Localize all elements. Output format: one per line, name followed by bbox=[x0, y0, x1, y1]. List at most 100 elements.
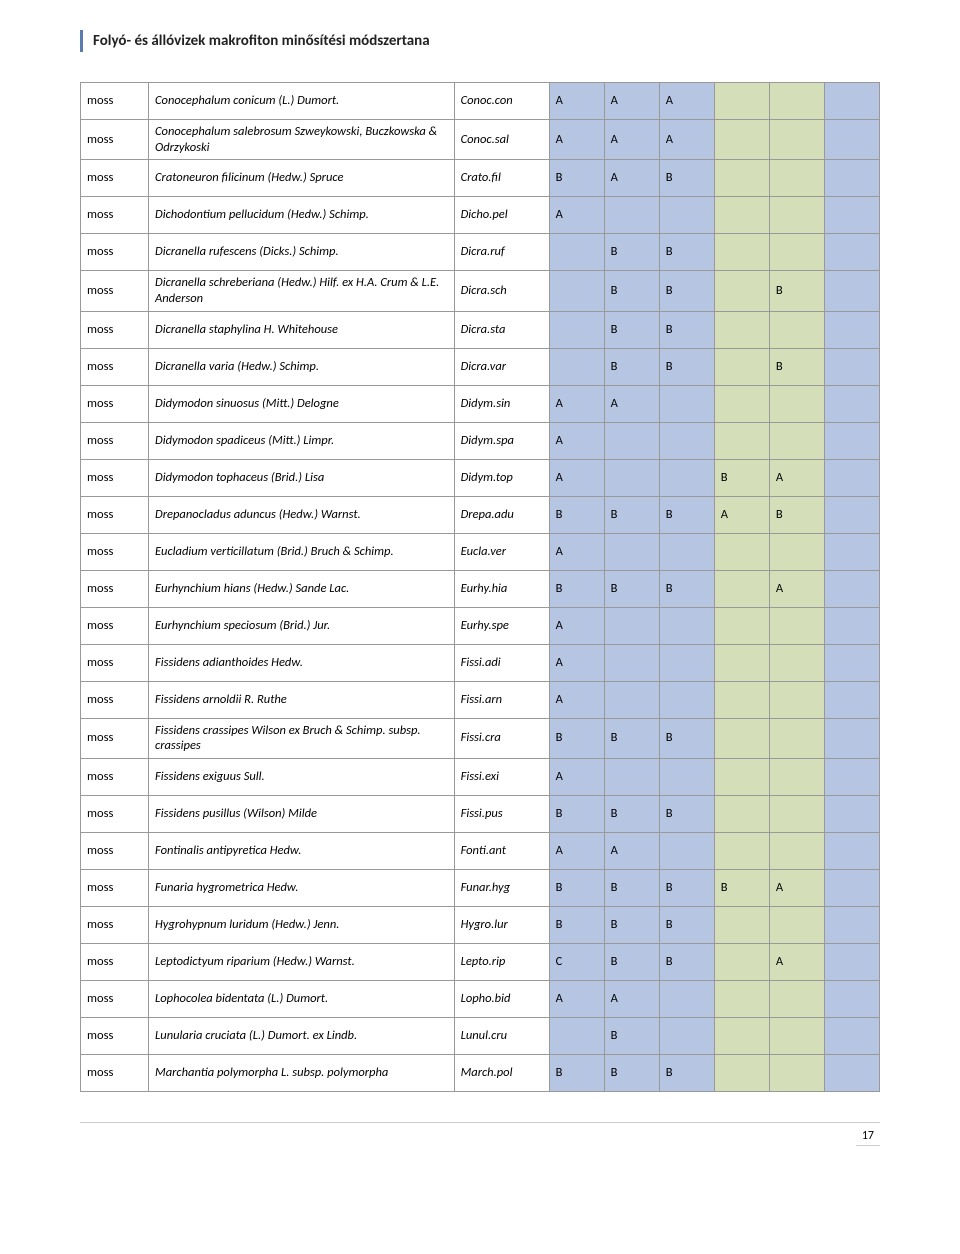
cell-value bbox=[769, 607, 824, 644]
cell-name: Fissidens crassipes Wilson ex Bruch & Sc… bbox=[149, 718, 455, 758]
cell-value bbox=[714, 160, 769, 197]
cell-value bbox=[604, 197, 659, 234]
cell-value bbox=[769, 644, 824, 681]
cell-type: moss bbox=[81, 906, 149, 943]
cell-value bbox=[769, 385, 824, 422]
cell-code: Dicra.var bbox=[454, 348, 549, 385]
cell-value bbox=[824, 869, 879, 906]
cell-type: moss bbox=[81, 459, 149, 496]
cell-type: moss bbox=[81, 234, 149, 271]
cell-value: A bbox=[659, 83, 714, 120]
cell-code: Fissi.cra bbox=[454, 718, 549, 758]
cell-value: B bbox=[604, 348, 659, 385]
cell-name: Eurhynchium hians (Hedw.) Sande Lac. bbox=[149, 570, 455, 607]
cell-type: moss bbox=[81, 348, 149, 385]
cell-value bbox=[769, 234, 824, 271]
cell-value bbox=[714, 533, 769, 570]
cell-value: A bbox=[549, 607, 604, 644]
cell-value: C bbox=[549, 943, 604, 980]
cell-name: Didymodon spadiceus (Mitt.) Limpr. bbox=[149, 422, 455, 459]
cell-value bbox=[714, 832, 769, 869]
cell-value: A bbox=[549, 120, 604, 160]
cell-value: B bbox=[659, 795, 714, 832]
cell-value bbox=[659, 980, 714, 1017]
cell-name: Drepanocladus aduncus (Hedw.) Warnst. bbox=[149, 496, 455, 533]
cell-value bbox=[824, 943, 879, 980]
cell-value bbox=[604, 422, 659, 459]
cell-code: Funar.hyg bbox=[454, 869, 549, 906]
cell-value: B bbox=[659, 869, 714, 906]
cell-value bbox=[659, 459, 714, 496]
table-row: mossDrepanocladus aduncus (Hedw.) Warnst… bbox=[81, 496, 880, 533]
cell-value: B bbox=[549, 869, 604, 906]
cell-name: Lunularia cruciata (L.) Dumort. ex Lindb… bbox=[149, 1017, 455, 1054]
cell-value bbox=[659, 1017, 714, 1054]
cell-value: B bbox=[604, 795, 659, 832]
cell-value: A bbox=[549, 644, 604, 681]
cell-value bbox=[714, 422, 769, 459]
cell-type: moss bbox=[81, 533, 149, 570]
cell-value: A bbox=[769, 570, 824, 607]
table-row: mossConocephalum conicum (L.) Dumort.Con… bbox=[81, 83, 880, 120]
cell-type: moss bbox=[81, 271, 149, 311]
cell-value bbox=[714, 980, 769, 1017]
cell-code: Conoc.con bbox=[454, 83, 549, 120]
cell-value bbox=[604, 681, 659, 718]
cell-value bbox=[714, 1017, 769, 1054]
cell-name: Fontinalis antipyretica Hedw. bbox=[149, 832, 455, 869]
cell-value bbox=[714, 120, 769, 160]
cell-name: Leptodictyum riparium (Hedw.) Warnst. bbox=[149, 943, 455, 980]
cell-value bbox=[714, 311, 769, 348]
cell-value bbox=[714, 234, 769, 271]
table-row: mossDicranella varia (Hedw.) Schimp.Dicr… bbox=[81, 348, 880, 385]
cell-type: moss bbox=[81, 681, 149, 718]
cell-value: B bbox=[659, 160, 714, 197]
cell-type: moss bbox=[81, 496, 149, 533]
cell-name: Fissidens adianthoides Hedw. bbox=[149, 644, 455, 681]
cell-value bbox=[769, 1054, 824, 1091]
cell-value bbox=[824, 83, 879, 120]
cell-type: moss bbox=[81, 980, 149, 1017]
cell-value: B bbox=[659, 943, 714, 980]
cell-value bbox=[769, 1017, 824, 1054]
cell-value bbox=[824, 311, 879, 348]
cell-value bbox=[769, 832, 824, 869]
cell-value bbox=[714, 795, 769, 832]
cell-name: Dicranella rufescens (Dicks.) Schimp. bbox=[149, 234, 455, 271]
cell-value: B bbox=[549, 795, 604, 832]
cell-value: A bbox=[604, 83, 659, 120]
table-row: mossMarchantia polymorpha L. subsp. poly… bbox=[81, 1054, 880, 1091]
cell-value bbox=[714, 943, 769, 980]
table-row: mossFunaria hygrometrica Hedw.Funar.hygB… bbox=[81, 869, 880, 906]
cell-name: Conocephalum conicum (L.) Dumort. bbox=[149, 83, 455, 120]
cell-value: A bbox=[549, 681, 604, 718]
cell-name: Eurhynchium speciosum (Brid.) Jur. bbox=[149, 607, 455, 644]
cell-name: Eucladium verticillatum (Brid.) Bruch & … bbox=[149, 533, 455, 570]
table-row: mossFissidens crassipes Wilson ex Bruch … bbox=[81, 718, 880, 758]
cell-value bbox=[659, 758, 714, 795]
table-row: mossDicranella rufescens (Dicks.) Schimp… bbox=[81, 234, 880, 271]
cell-name: Funaria hygrometrica Hedw. bbox=[149, 869, 455, 906]
cell-value bbox=[769, 120, 824, 160]
table-row: mossEurhynchium speciosum (Brid.) Jur.Eu… bbox=[81, 607, 880, 644]
cell-type: moss bbox=[81, 120, 149, 160]
cell-type: moss bbox=[81, 869, 149, 906]
cell-value bbox=[824, 120, 879, 160]
table-row: mossDicranella staphylina H. WhitehouseD… bbox=[81, 311, 880, 348]
cell-value: B bbox=[659, 906, 714, 943]
cell-value bbox=[659, 533, 714, 570]
cell-type: moss bbox=[81, 758, 149, 795]
cell-value bbox=[769, 718, 824, 758]
cell-code: Lopho.bid bbox=[454, 980, 549, 1017]
cell-value bbox=[714, 197, 769, 234]
cell-value bbox=[714, 385, 769, 422]
table-row: mossHygrohypnum luridum (Hedw.) Jenn.Hyg… bbox=[81, 906, 880, 943]
cell-value: B bbox=[769, 496, 824, 533]
page-header: Folyó- és állóvizek makrofiton minősítés… bbox=[80, 30, 880, 52]
cell-name: Marchantia polymorpha L. subsp. polymorp… bbox=[149, 1054, 455, 1091]
cell-value bbox=[659, 385, 714, 422]
cell-value bbox=[659, 422, 714, 459]
cell-value bbox=[659, 681, 714, 718]
cell-value bbox=[824, 644, 879, 681]
cell-type: moss bbox=[81, 1017, 149, 1054]
